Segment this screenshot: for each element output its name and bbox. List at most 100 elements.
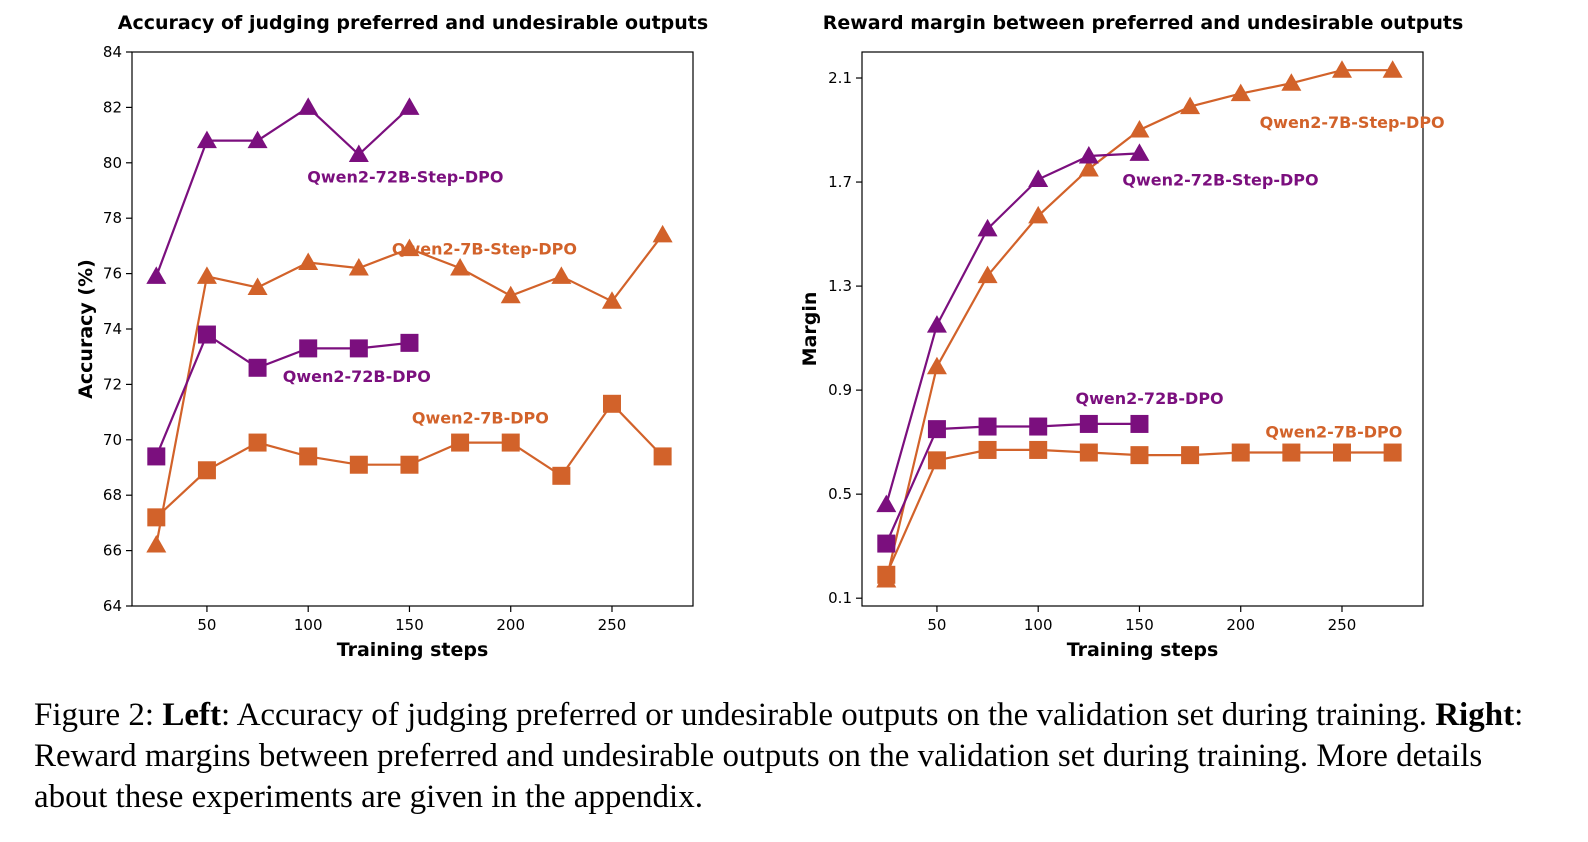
y-tick-label: 1.3 bbox=[828, 277, 852, 295]
data-point-triangle bbox=[298, 252, 319, 271]
data-point-triangle bbox=[1180, 96, 1201, 115]
chart-panel-1: Accuracy of judging preferred and undesi… bbox=[75, 12, 708, 661]
data-point-square bbox=[1130, 446, 1149, 465]
data-point-triangle bbox=[1129, 143, 1150, 161]
series-qwen2-72b-dpo: Qwen2-72B-DPO bbox=[147, 325, 431, 466]
data-point-square bbox=[877, 565, 896, 584]
figure-canvas: Accuracy of judging preferred and undesi… bbox=[75, 12, 1463, 661]
data-point-square bbox=[451, 433, 470, 452]
data-point-square bbox=[147, 447, 166, 466]
plot-frame bbox=[861, 51, 1424, 607]
y-tick-label: 72 bbox=[103, 375, 122, 393]
x-tick-label: 250 bbox=[1328, 616, 1357, 634]
y-tick-label: 68 bbox=[103, 486, 122, 504]
data-point-triangle bbox=[1078, 159, 1099, 177]
data-point-square bbox=[552, 466, 571, 485]
y-tick-label: 74 bbox=[103, 320, 122, 338]
y-tick-label: 1.7 bbox=[828, 173, 852, 191]
series-qwen2-7b-step-dpo: Qwen2-7B-Step-DPO bbox=[146, 224, 673, 553]
data-point-square bbox=[197, 325, 216, 344]
data-point-square bbox=[248, 433, 267, 452]
series-qwen2-7b-step-dpo: Qwen2-7B-Step-DPO bbox=[876, 60, 1445, 588]
data-point-triangle bbox=[1028, 169, 1049, 187]
data-point-square bbox=[501, 433, 520, 452]
series-line bbox=[155, 234, 664, 546]
x-tick-label: 200 bbox=[496, 616, 525, 634]
data-point-square bbox=[1079, 414, 1098, 433]
data-point-triangle bbox=[146, 535, 167, 553]
series-line bbox=[885, 448, 1393, 576]
data-point-square bbox=[197, 461, 216, 480]
data-point-square bbox=[299, 447, 318, 466]
x-tick-label: 250 bbox=[598, 616, 627, 634]
y-tick-label: 70 bbox=[103, 431, 122, 449]
y-tick-label: 82 bbox=[103, 98, 122, 116]
caption-left-label: Left bbox=[162, 697, 221, 733]
data-point-square bbox=[1181, 446, 1200, 465]
y-tick-label: 84 bbox=[103, 43, 122, 61]
data-point-triangle bbox=[1382, 60, 1403, 78]
y-tick-label: 76 bbox=[103, 265, 122, 283]
x-axis-label: Training steps bbox=[337, 639, 489, 661]
data-point-triangle bbox=[926, 356, 947, 375]
series-label: Qwen2-72B-Step-DPO bbox=[307, 168, 503, 187]
data-point-triangle bbox=[1028, 205, 1049, 224]
plot-frame bbox=[131, 51, 694, 607]
data-point-square bbox=[400, 455, 419, 474]
y-tick-label: 64 bbox=[103, 597, 122, 615]
caption-left-text: : Accuracy of judging preferred or undes… bbox=[220, 697, 1436, 733]
data-point-square bbox=[927, 420, 946, 439]
data-point-triangle bbox=[1281, 73, 1302, 91]
data-point-square bbox=[927, 451, 946, 470]
series-label: Qwen2-7B-Step-DPO bbox=[392, 240, 577, 259]
series-qwen2-7b-dpo: Qwen2-7B-DPO bbox=[147, 394, 672, 527]
caption-prefix: Figure 2: bbox=[34, 697, 163, 733]
series-qwen2-7b-dpo: Qwen2-7B-DPO bbox=[877, 423, 1402, 584]
data-point-triangle bbox=[551, 266, 572, 284]
data-point-square bbox=[248, 358, 267, 377]
data-point-triangle bbox=[298, 97, 319, 115]
data-point-triangle bbox=[652, 224, 673, 243]
series-line bbox=[885, 422, 1140, 545]
chart-title: Reward margin between preferred and unde… bbox=[823, 12, 1464, 34]
x-tick-label: 200 bbox=[1226, 616, 1255, 634]
data-point-square bbox=[1130, 414, 1149, 433]
data-point-triangle bbox=[876, 494, 897, 513]
series-line bbox=[155, 332, 410, 457]
chart-panel-2: Reward margin between preferred and unde… bbox=[799, 12, 1463, 661]
series-line bbox=[155, 106, 411, 277]
y-tick-label: 0.9 bbox=[828, 381, 852, 399]
series-label: Qwen2-7B-Step-DPO bbox=[1260, 113, 1445, 132]
series-label: Qwen2-7B-DPO bbox=[412, 409, 549, 428]
data-point-triangle bbox=[399, 97, 420, 115]
series-label: Qwen2-72B-Step-DPO bbox=[1122, 170, 1318, 189]
data-point-triangle bbox=[1129, 120, 1150, 138]
data-point-triangle bbox=[348, 144, 369, 162]
data-point-triangle bbox=[1230, 83, 1251, 102]
data-point-square bbox=[1029, 440, 1048, 459]
data-point-square bbox=[978, 417, 997, 436]
data-point-triangle bbox=[348, 258, 369, 276]
data-point-square bbox=[400, 333, 419, 352]
figure-caption: Figure 2: Left: Accuracy of judging pref… bbox=[34, 695, 1554, 818]
data-point-square bbox=[299, 339, 318, 358]
y-tick-label: 80 bbox=[103, 154, 122, 172]
y-tick-label: 78 bbox=[103, 209, 122, 227]
series-label: Qwen2-7B-DPO bbox=[1265, 423, 1402, 442]
x-tick-label: 150 bbox=[395, 616, 424, 634]
data-point-triangle bbox=[196, 266, 217, 284]
data-point-square bbox=[602, 394, 621, 413]
data-point-triangle bbox=[977, 265, 998, 284]
x-tick-label: 100 bbox=[1024, 616, 1053, 634]
series-label: Qwen2-72B-DPO bbox=[283, 367, 431, 386]
data-point-square bbox=[653, 447, 672, 466]
data-point-triangle bbox=[399, 238, 420, 257]
series-qwen2-72b-dpo: Qwen2-72B-DPO bbox=[877, 389, 1224, 553]
data-point-square bbox=[1332, 443, 1351, 462]
x-axis-label: Training steps bbox=[1067, 639, 1219, 661]
x-tick-label: 100 bbox=[294, 616, 323, 634]
chart-title: Accuracy of judging preferred and undesi… bbox=[118, 12, 708, 34]
y-tick-label: 0.1 bbox=[828, 589, 852, 607]
data-point-triangle bbox=[1331, 60, 1352, 78]
data-point-square bbox=[349, 339, 368, 358]
